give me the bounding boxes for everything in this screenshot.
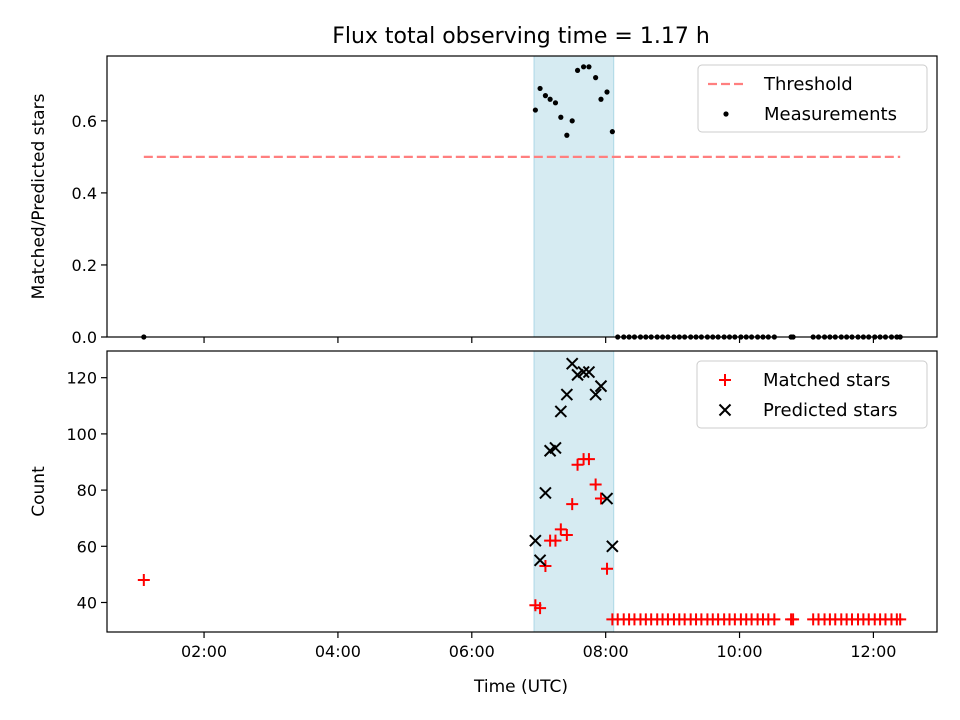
predicted-stars-point xyxy=(539,486,552,500)
matched-stars-point xyxy=(566,498,579,511)
legend: Matched stars Predicted stars xyxy=(696,360,928,429)
matched-stars-point xyxy=(554,523,567,536)
legend-predicted-marker xyxy=(718,403,732,417)
matched-stars-point xyxy=(582,453,595,466)
legend-label: Predicted stars xyxy=(763,400,897,421)
measurement-point xyxy=(558,114,564,120)
matched-stars-point xyxy=(787,613,800,626)
top-panel: 0.0 0.2 0.4 0.6 Matched/Predicted stars Thres… xyxy=(29,55,938,347)
matched-stars-point xyxy=(560,529,573,542)
x-tick-label: 04:00 xyxy=(315,642,361,661)
matched-stars-point xyxy=(137,574,150,587)
y-tick-label: 0.6 xyxy=(72,112,97,131)
legend-label: Matched stars xyxy=(763,370,890,391)
x-tick-label: 06:00 xyxy=(449,642,495,661)
measurement-point xyxy=(598,96,604,102)
legend: Threshold Measurements xyxy=(697,64,928,133)
predicted-stars-point xyxy=(533,554,547,567)
legend-measurements-marker xyxy=(723,111,729,117)
predicted-stars-point xyxy=(549,441,562,455)
predicted-stars-point xyxy=(606,540,619,553)
predicted-stars-point xyxy=(594,379,608,393)
predicted-stars-point xyxy=(600,492,614,505)
legend-box xyxy=(697,64,928,133)
x-tick-label: 02:00 xyxy=(181,642,227,661)
y-tick-label: 60 xyxy=(77,537,97,556)
matched-stars-point xyxy=(594,492,607,505)
measurement-point xyxy=(593,75,599,81)
predicted-stars-point xyxy=(554,405,568,418)
measurement-point xyxy=(532,107,538,113)
measurement-point xyxy=(574,67,581,74)
matched-stars-point xyxy=(549,534,562,547)
measurement-point xyxy=(609,129,615,135)
predicted-stars-point xyxy=(565,357,579,370)
measurement-point xyxy=(537,85,543,92)
predicted-stars-point xyxy=(589,388,602,401)
axes-frame xyxy=(106,55,938,338)
predicted-stars-point xyxy=(582,365,596,379)
y-axis-label: Count xyxy=(29,466,49,517)
x-tick-label: 12:00 xyxy=(850,642,896,661)
matched-stars-point xyxy=(601,562,614,575)
bottom-panel: 40 60 80 100 120 02:00 04:00 06:00 08:00 10:00 12:… xyxy=(29,350,938,661)
shaded-span xyxy=(533,55,615,338)
x-tick-label: 10:00 xyxy=(716,642,762,661)
legend-label: Measurements xyxy=(764,104,897,125)
y-tick-label: 0.4 xyxy=(72,184,97,203)
legend-matched-marker xyxy=(719,374,731,386)
legend-label: Threshold xyxy=(763,74,853,95)
axes-frame xyxy=(106,350,938,633)
matched-stars-point xyxy=(534,602,547,615)
measurement-point xyxy=(586,64,592,70)
measurement-point xyxy=(604,89,610,95)
chart-title: Flux total observing time = 1.17 h xyxy=(332,24,710,49)
y-tick-label: 80 xyxy=(77,481,97,500)
y-axis-label: Matched/Predicted stars xyxy=(29,93,49,299)
y-tick-label: 0.2 xyxy=(72,256,97,275)
y-tick-label: 40 xyxy=(77,593,97,612)
x-tick-label: 08:00 xyxy=(583,642,629,661)
measurement-point xyxy=(569,118,575,124)
measurement-point xyxy=(564,132,570,138)
measurement-point xyxy=(542,93,549,99)
matched-stars-point xyxy=(589,478,602,491)
x-axis-label: Time (UTC) xyxy=(473,677,568,697)
predicted-stars-point xyxy=(571,368,584,382)
legend-box xyxy=(696,360,928,429)
predicted-stars-point xyxy=(529,534,542,547)
y-tick-label: 120 xyxy=(66,369,97,388)
y-tick-label: 0.0 xyxy=(72,328,97,347)
matched-stars-point xyxy=(571,458,584,471)
measurement-point xyxy=(547,96,553,102)
matched-stars-point xyxy=(768,613,781,626)
matched-stars-point xyxy=(894,613,907,626)
predicted-stars-point xyxy=(560,388,574,401)
predicted-stars-point xyxy=(577,365,590,379)
y-tick-label: 100 xyxy=(66,425,97,444)
measurement-point xyxy=(580,64,587,70)
measurement-point xyxy=(552,100,559,106)
